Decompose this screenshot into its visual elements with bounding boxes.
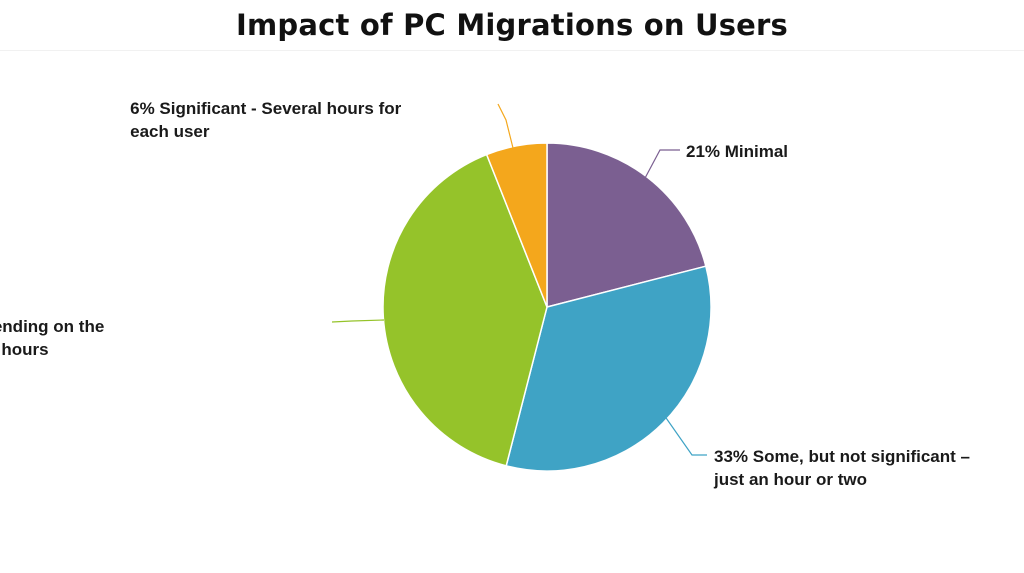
pie-slice bbox=[546, 142, 707, 308]
slice-labels: 21% Minimal 33% Some, but not significant… bbox=[0, 99, 970, 489]
slice-label: 6% Significant - Several hours for each u… bbox=[130, 99, 402, 141]
slice-label: 40% Moderate, depending on the user could… bbox=[0, 317, 104, 359]
slice-label-line: 33% Some, but not significant – bbox=[714, 447, 970, 466]
leader-line bbox=[663, 414, 707, 456]
pie-slice bbox=[505, 265, 712, 472]
title-divider bbox=[0, 50, 1024, 51]
leader-line bbox=[643, 149, 680, 181]
slice-label: 33% Some, but not significant – just an h… bbox=[713, 447, 970, 489]
leader-line bbox=[497, 103, 514, 149]
pie-slice bbox=[485, 142, 548, 308]
slice-label: 21% Minimal bbox=[686, 142, 788, 161]
leader-line bbox=[331, 319, 385, 323]
pie-slice bbox=[382, 153, 548, 467]
chart-title: Impact of PC Migrations on Users bbox=[235, 8, 789, 42]
slice-label-line: 21% Minimal bbox=[686, 142, 788, 161]
leader-lines bbox=[331, 103, 707, 456]
slice-label-line: each user bbox=[130, 122, 210, 141]
slice-label-line: just an hour or two bbox=[713, 470, 867, 489]
slice-label-line: 40% Moderate, depending on the bbox=[0, 317, 104, 336]
pie-slices bbox=[382, 142, 712, 472]
slice-label-line: user could be a few hours bbox=[0, 340, 49, 359]
slice-label-line: 6% Significant - Several hours for bbox=[130, 99, 402, 118]
